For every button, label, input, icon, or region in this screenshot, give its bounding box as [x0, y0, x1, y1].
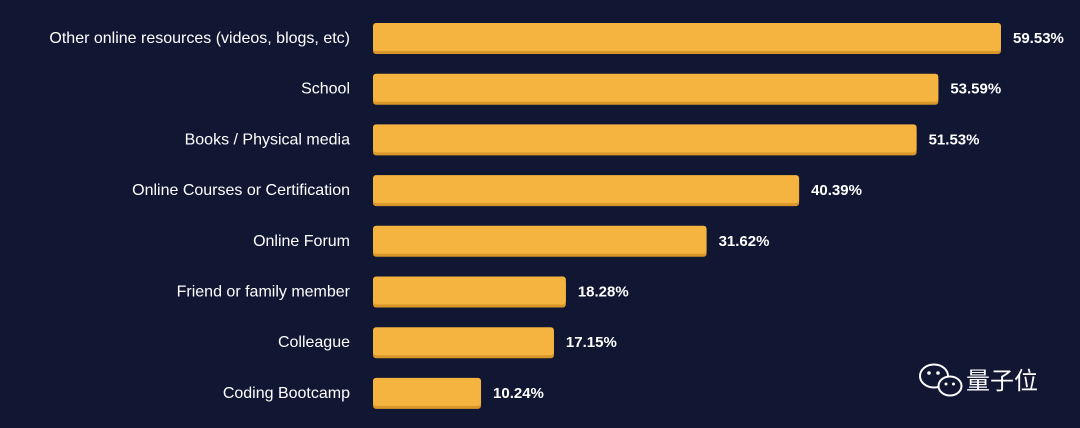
watermark: 量子位 [919, 363, 1038, 397]
category-label: Other online resources (videos, blogs, e… [49, 30, 350, 47]
value-label: 10.24% [493, 385, 544, 402]
value-label: 40.39% [811, 182, 862, 199]
value-label: 59.53% [1013, 30, 1064, 47]
value-label: 53.59% [950, 81, 1001, 98]
bar [373, 175, 800, 204]
category-label: Friend or family member [177, 284, 351, 301]
category-label: Books / Physical media [185, 131, 351, 148]
bar [373, 327, 554, 356]
bar-row: Other online resources (videos, blogs, e… [49, 23, 1064, 54]
category-label: Coding Bootcamp [223, 385, 350, 402]
bar [373, 23, 1001, 51]
category-label: Online Courses or Certification [132, 182, 350, 199]
bar [373, 377, 482, 406]
bar-row: Friend or family member 18.28% [177, 276, 629, 308]
value-label: 17.15% [566, 334, 617, 351]
value-label: 18.28% [578, 284, 629, 301]
bar-row: Online Courses or Certification 40.39% [132, 175, 862, 207]
bar [373, 276, 566, 305]
bars-layer: Other online resources (videos, blogs, e… [49, 23, 1064, 409]
value-label: 31.62% [719, 233, 770, 250]
bar-row: Books / Physical media 51.53% [185, 124, 980, 156]
bar [373, 225, 707, 254]
bar-row: Colleague 17.15% [278, 327, 617, 359]
bar-row: School 53.59% [301, 73, 1001, 105]
category-label: Online Forum [253, 233, 350, 250]
wechat-icon [919, 363, 963, 397]
category-label: School [301, 81, 350, 98]
watermark-text: 量子位 [966, 367, 1038, 395]
bar-row: Online Forum 31.62% [253, 225, 770, 257]
category-label: Colleague [278, 334, 350, 351]
bar [373, 124, 917, 153]
bar-row: Coding Bootcamp 10.24% [223, 377, 544, 409]
value-label: 51.53% [929, 131, 980, 148]
bar [373, 73, 939, 102]
